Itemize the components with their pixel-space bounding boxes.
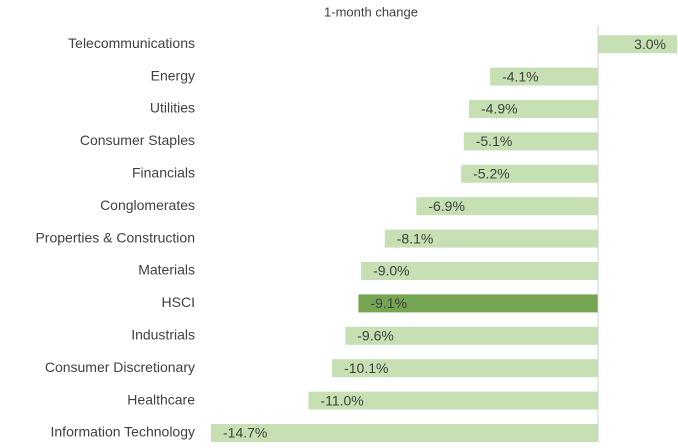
bar [345,326,599,345]
value-label: 3.0% [634,36,666,52]
y-tick-label: Consumer Staples [80,132,195,148]
y-tick-label: Properties & Construction [35,229,195,245]
bar [490,67,599,86]
bar [598,35,677,54]
bar [463,132,599,151]
bar [469,100,599,118]
value-label: -11.0% [320,392,363,408]
bar [416,197,599,216]
bar [308,391,599,410]
y-tick-label: Telecommunications [68,35,195,51]
y-tick-label: Information Technology [51,424,196,440]
y-tick-label: Financials [132,165,195,181]
y-tick-label: Utilities [150,100,195,116]
bar [358,294,599,313]
value-label: -6.9% [428,198,465,214]
value-label: -4.1% [502,68,539,84]
value-label: -5.2% [473,166,510,182]
y-tick-label: Materials [138,262,195,278]
value-label: -9.1% [370,295,407,311]
bar [461,164,599,183]
value-label: -14.7% [223,425,267,441]
bar [384,229,599,248]
y-tick-label: Healthcare [127,391,195,407]
value-label: -8.1% [397,230,434,246]
value-label: -4.9% [481,101,518,117]
value-label: -9.0% [373,263,410,279]
y-tick-label: Industrials [131,327,195,343]
value-label: -10.1% [344,360,388,376]
bar [211,424,599,442]
y-tick-label: Conglomerates [100,197,195,213]
y-tick-label: Consumer Discretionary [45,359,195,375]
chart-title: 1-month change [324,4,418,19]
value-label: -5.1% [476,133,513,149]
y-tick-label: Energy [151,67,195,83]
y-tick-label: HSCI [162,294,195,310]
bar [332,359,599,378]
value-label: -9.6% [357,328,394,344]
bar [361,262,599,280]
